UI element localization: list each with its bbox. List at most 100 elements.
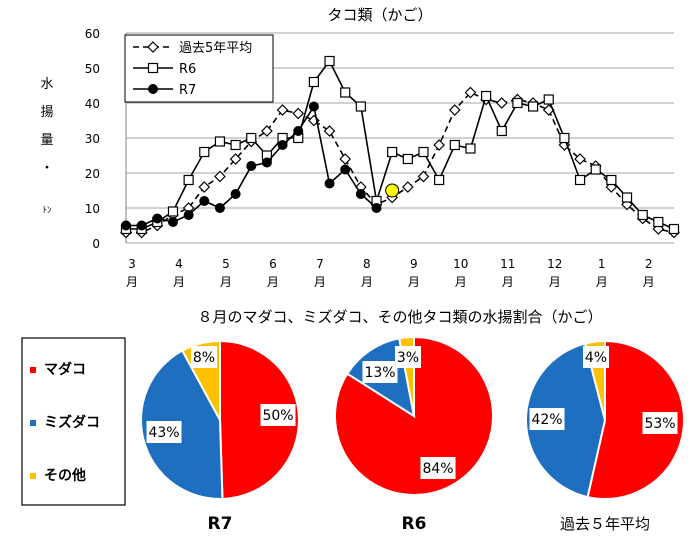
x-tick-label: 3 [128, 257, 136, 271]
pie-slice [586, 339, 685, 500]
data-point [418, 146, 429, 158]
x-tick-label: 月 [267, 275, 279, 289]
data-point [152, 213, 163, 224]
pie-value-label: 4% [585, 350, 607, 366]
data-point [183, 210, 194, 220]
y-axis-label-char: ﾄﾝ [42, 206, 52, 216]
pie-legend-label: ミズダコ [44, 414, 100, 431]
data-point [512, 97, 523, 109]
data-point [246, 132, 257, 144]
pie-legend-swatch [30, 420, 36, 426]
x-tick-label: 10 [453, 257, 468, 271]
y-tick-label: 10 [85, 202, 100, 216]
x-tick-label: 月 [549, 275, 561, 289]
data-point [621, 192, 633, 203]
y-axis-label-char: 水 [40, 77, 53, 92]
pie-legend-label: その他 [44, 467, 86, 484]
line-chart-title: タコ類（かご） [327, 6, 432, 24]
y-tick-label: 50 [85, 62, 100, 76]
x-tick-label: 月 [173, 275, 185, 289]
line-chart: 0 10 20 30 40 50 60 3 月 4 月 5 月 6 月 7 月 8 月 9 月 10 月 11 月 12 月 1 月 2 月… [40, 27, 680, 289]
data-point [324, 178, 335, 189]
pie-value-label: 53% [644, 416, 675, 432]
data-point [637, 209, 648, 221]
pie-legend-box [21, 337, 126, 506]
data-point [590, 164, 601, 175]
legend-marker [147, 62, 159, 74]
data-point [449, 139, 460, 151]
data-point [543, 94, 554, 105]
legend-label: 過去5年平均 [179, 41, 252, 56]
pie-chart: 50% 43% 8% R7 [140, 339, 300, 534]
legend-marker [147, 41, 159, 53]
pie-chart: 84% 13%3% R6 [334, 335, 495, 534]
data-point [355, 189, 366, 199]
x-tick-label: 1 [598, 257, 606, 271]
data-point [246, 161, 257, 171]
data-point [653, 216, 664, 228]
data-point [214, 136, 226, 147]
x-tick-label: 月 [314, 275, 326, 289]
legend-label: R6 [179, 62, 196, 77]
data-point [121, 220, 131, 231]
data-point [574, 153, 586, 165]
data-point [574, 174, 586, 186]
data-point [371, 203, 382, 213]
x-tick-label: 5 [222, 257, 230, 271]
pie-value-label: 8% [193, 350, 215, 366]
line-legend: 過去5年平均 R6 R7 [124, 34, 274, 103]
pie-charts: 50% 43% 8% R7 84% 13%3% R6 53% 42% 4% 過去５年平均 [140, 335, 685, 534]
data-point [434, 174, 445, 186]
pie-label-bg [191, 346, 217, 368]
data-point [340, 164, 351, 175]
x-tick-label: 月 [126, 275, 138, 289]
x-tick-label: 4 [175, 257, 183, 271]
pie-label-bg [395, 346, 421, 368]
pie-value-label: 13% [364, 365, 395, 381]
pie-chart: 53% 42% 4% 過去５年平均 [525, 339, 685, 533]
pie-value-label: 84% [422, 461, 453, 477]
data-point [402, 153, 413, 165]
data-point [167, 217, 178, 227]
data-point [448, 104, 461, 116]
pie-label-bg [529, 408, 565, 430]
x-tick-label: 月 [643, 275, 655, 289]
pie-label-bg [146, 421, 182, 443]
data-point [495, 97, 508, 109]
data-point [276, 104, 289, 116]
data-point [261, 125, 273, 137]
pie-label-bg [260, 404, 296, 426]
x-tick-label: 9 [410, 257, 418, 271]
pie-title: R7 [208, 514, 233, 534]
series-0 [120, 86, 680, 239]
data-point [559, 132, 570, 144]
data-point [167, 206, 179, 217]
data-point [323, 125, 336, 137]
pie-label-bg [362, 361, 398, 383]
legend-label: R7 [179, 83, 196, 98]
data-point [496, 125, 507, 137]
x-tick-label: 月 [502, 275, 514, 289]
pie-slice [525, 342, 607, 499]
pie-legend-swatch [30, 473, 36, 479]
data-point [214, 170, 226, 183]
data-point [308, 101, 319, 112]
pie-label-bg [583, 346, 609, 368]
data-point [183, 174, 194, 186]
data-point [293, 126, 304, 136]
data-point [355, 101, 366, 112]
data-point [230, 139, 241, 151]
pie-value-label: 43% [148, 425, 179, 441]
data-point [324, 55, 335, 67]
pie-label-bg [420, 457, 456, 479]
x-tick-label: 6 [269, 257, 277, 271]
data-point [606, 174, 617, 186]
x-tick-label: 月 [596, 275, 608, 289]
x-tick-label: 7 [316, 257, 324, 271]
data-point [292, 107, 305, 120]
data-point [339, 153, 352, 165]
data-point [464, 86, 477, 99]
y-tick-label: 40 [85, 97, 100, 111]
